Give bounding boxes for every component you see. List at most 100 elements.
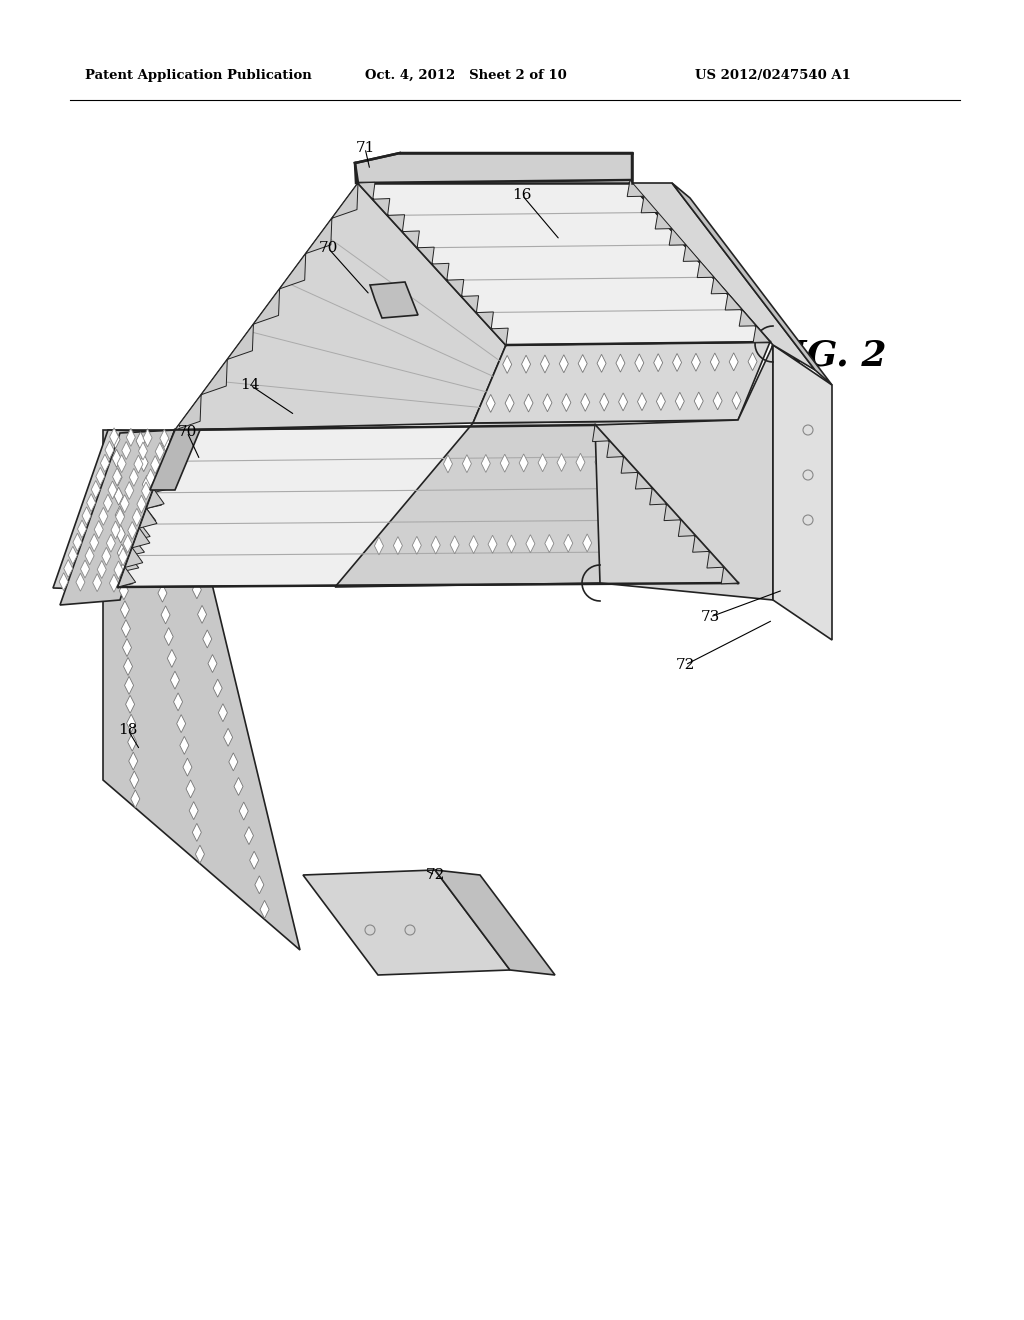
Polygon shape <box>114 561 123 579</box>
Polygon shape <box>402 231 420 248</box>
Polygon shape <box>123 535 132 553</box>
Polygon shape <box>161 433 170 451</box>
Polygon shape <box>519 454 528 473</box>
Polygon shape <box>707 552 724 568</box>
Polygon shape <box>255 875 264 894</box>
Polygon shape <box>111 521 120 539</box>
Polygon shape <box>186 780 195 797</box>
Polygon shape <box>201 359 227 395</box>
Text: 18: 18 <box>119 723 137 737</box>
Polygon shape <box>90 533 98 552</box>
Polygon shape <box>280 253 306 289</box>
Polygon shape <box>141 482 151 500</box>
Polygon shape <box>60 430 175 605</box>
Polygon shape <box>773 345 831 640</box>
Polygon shape <box>92 574 101 591</box>
Polygon shape <box>672 183 831 385</box>
Polygon shape <box>136 432 145 450</box>
Polygon shape <box>193 581 202 599</box>
Polygon shape <box>431 536 440 554</box>
Polygon shape <box>613 453 623 471</box>
Polygon shape <box>671 451 680 470</box>
Polygon shape <box>121 601 129 619</box>
Polygon shape <box>633 453 642 470</box>
Polygon shape <box>691 354 700 371</box>
Polygon shape <box>653 354 663 372</box>
Polygon shape <box>124 556 139 572</box>
Text: 72: 72 <box>425 869 444 882</box>
Polygon shape <box>260 900 269 919</box>
Polygon shape <box>138 442 147 459</box>
Polygon shape <box>116 508 125 525</box>
Polygon shape <box>126 696 134 713</box>
Polygon shape <box>115 506 124 524</box>
Polygon shape <box>101 548 111 565</box>
Polygon shape <box>579 355 587 372</box>
Polygon shape <box>113 469 122 486</box>
Polygon shape <box>697 261 714 277</box>
Polygon shape <box>607 441 624 458</box>
Polygon shape <box>160 429 169 447</box>
Polygon shape <box>124 657 132 676</box>
Polygon shape <box>146 469 155 487</box>
Polygon shape <box>118 544 126 562</box>
Polygon shape <box>193 824 202 841</box>
Polygon shape <box>81 560 89 578</box>
Polygon shape <box>105 441 114 459</box>
Polygon shape <box>627 180 644 197</box>
Polygon shape <box>141 508 156 524</box>
Polygon shape <box>240 803 248 820</box>
Polygon shape <box>106 535 116 552</box>
Polygon shape <box>749 352 757 371</box>
Polygon shape <box>100 454 110 473</box>
Polygon shape <box>122 619 130 638</box>
Polygon shape <box>476 312 494 329</box>
Polygon shape <box>557 454 566 471</box>
Polygon shape <box>123 639 131 656</box>
Polygon shape <box>130 771 139 789</box>
Polygon shape <box>332 183 358 218</box>
Polygon shape <box>111 430 120 449</box>
Polygon shape <box>253 289 280 325</box>
Text: Patent Application Publication: Patent Application Publication <box>85 69 311 82</box>
Polygon shape <box>635 354 644 372</box>
Polygon shape <box>689 451 698 470</box>
Polygon shape <box>223 729 232 746</box>
Polygon shape <box>134 455 143 473</box>
Polygon shape <box>732 392 741 409</box>
Polygon shape <box>59 573 69 590</box>
Polygon shape <box>451 536 459 554</box>
Polygon shape <box>129 752 138 770</box>
Polygon shape <box>545 535 554 553</box>
Polygon shape <box>355 153 632 183</box>
Polygon shape <box>177 714 185 733</box>
Polygon shape <box>137 495 145 513</box>
Polygon shape <box>673 354 682 371</box>
Polygon shape <box>473 342 770 422</box>
Polygon shape <box>754 326 770 342</box>
Polygon shape <box>443 455 453 473</box>
Polygon shape <box>110 428 119 446</box>
Polygon shape <box>158 585 167 602</box>
Polygon shape <box>541 355 550 374</box>
Polygon shape <box>97 561 106 578</box>
Polygon shape <box>636 473 652 488</box>
Polygon shape <box>492 329 508 345</box>
Polygon shape <box>538 454 547 471</box>
Polygon shape <box>413 536 421 554</box>
Polygon shape <box>131 789 140 808</box>
Polygon shape <box>228 752 238 771</box>
Polygon shape <box>151 455 160 474</box>
Polygon shape <box>602 533 610 552</box>
Polygon shape <box>82 507 91 525</box>
Polygon shape <box>729 352 738 371</box>
Polygon shape <box>595 453 604 471</box>
Polygon shape <box>129 469 138 486</box>
Polygon shape <box>99 507 108 525</box>
Polygon shape <box>543 393 552 412</box>
Polygon shape <box>564 535 572 552</box>
Text: US 2012/0247540 A1: US 2012/0247540 A1 <box>695 69 851 82</box>
Polygon shape <box>187 556 197 574</box>
Polygon shape <box>245 826 253 845</box>
Polygon shape <box>583 533 592 552</box>
